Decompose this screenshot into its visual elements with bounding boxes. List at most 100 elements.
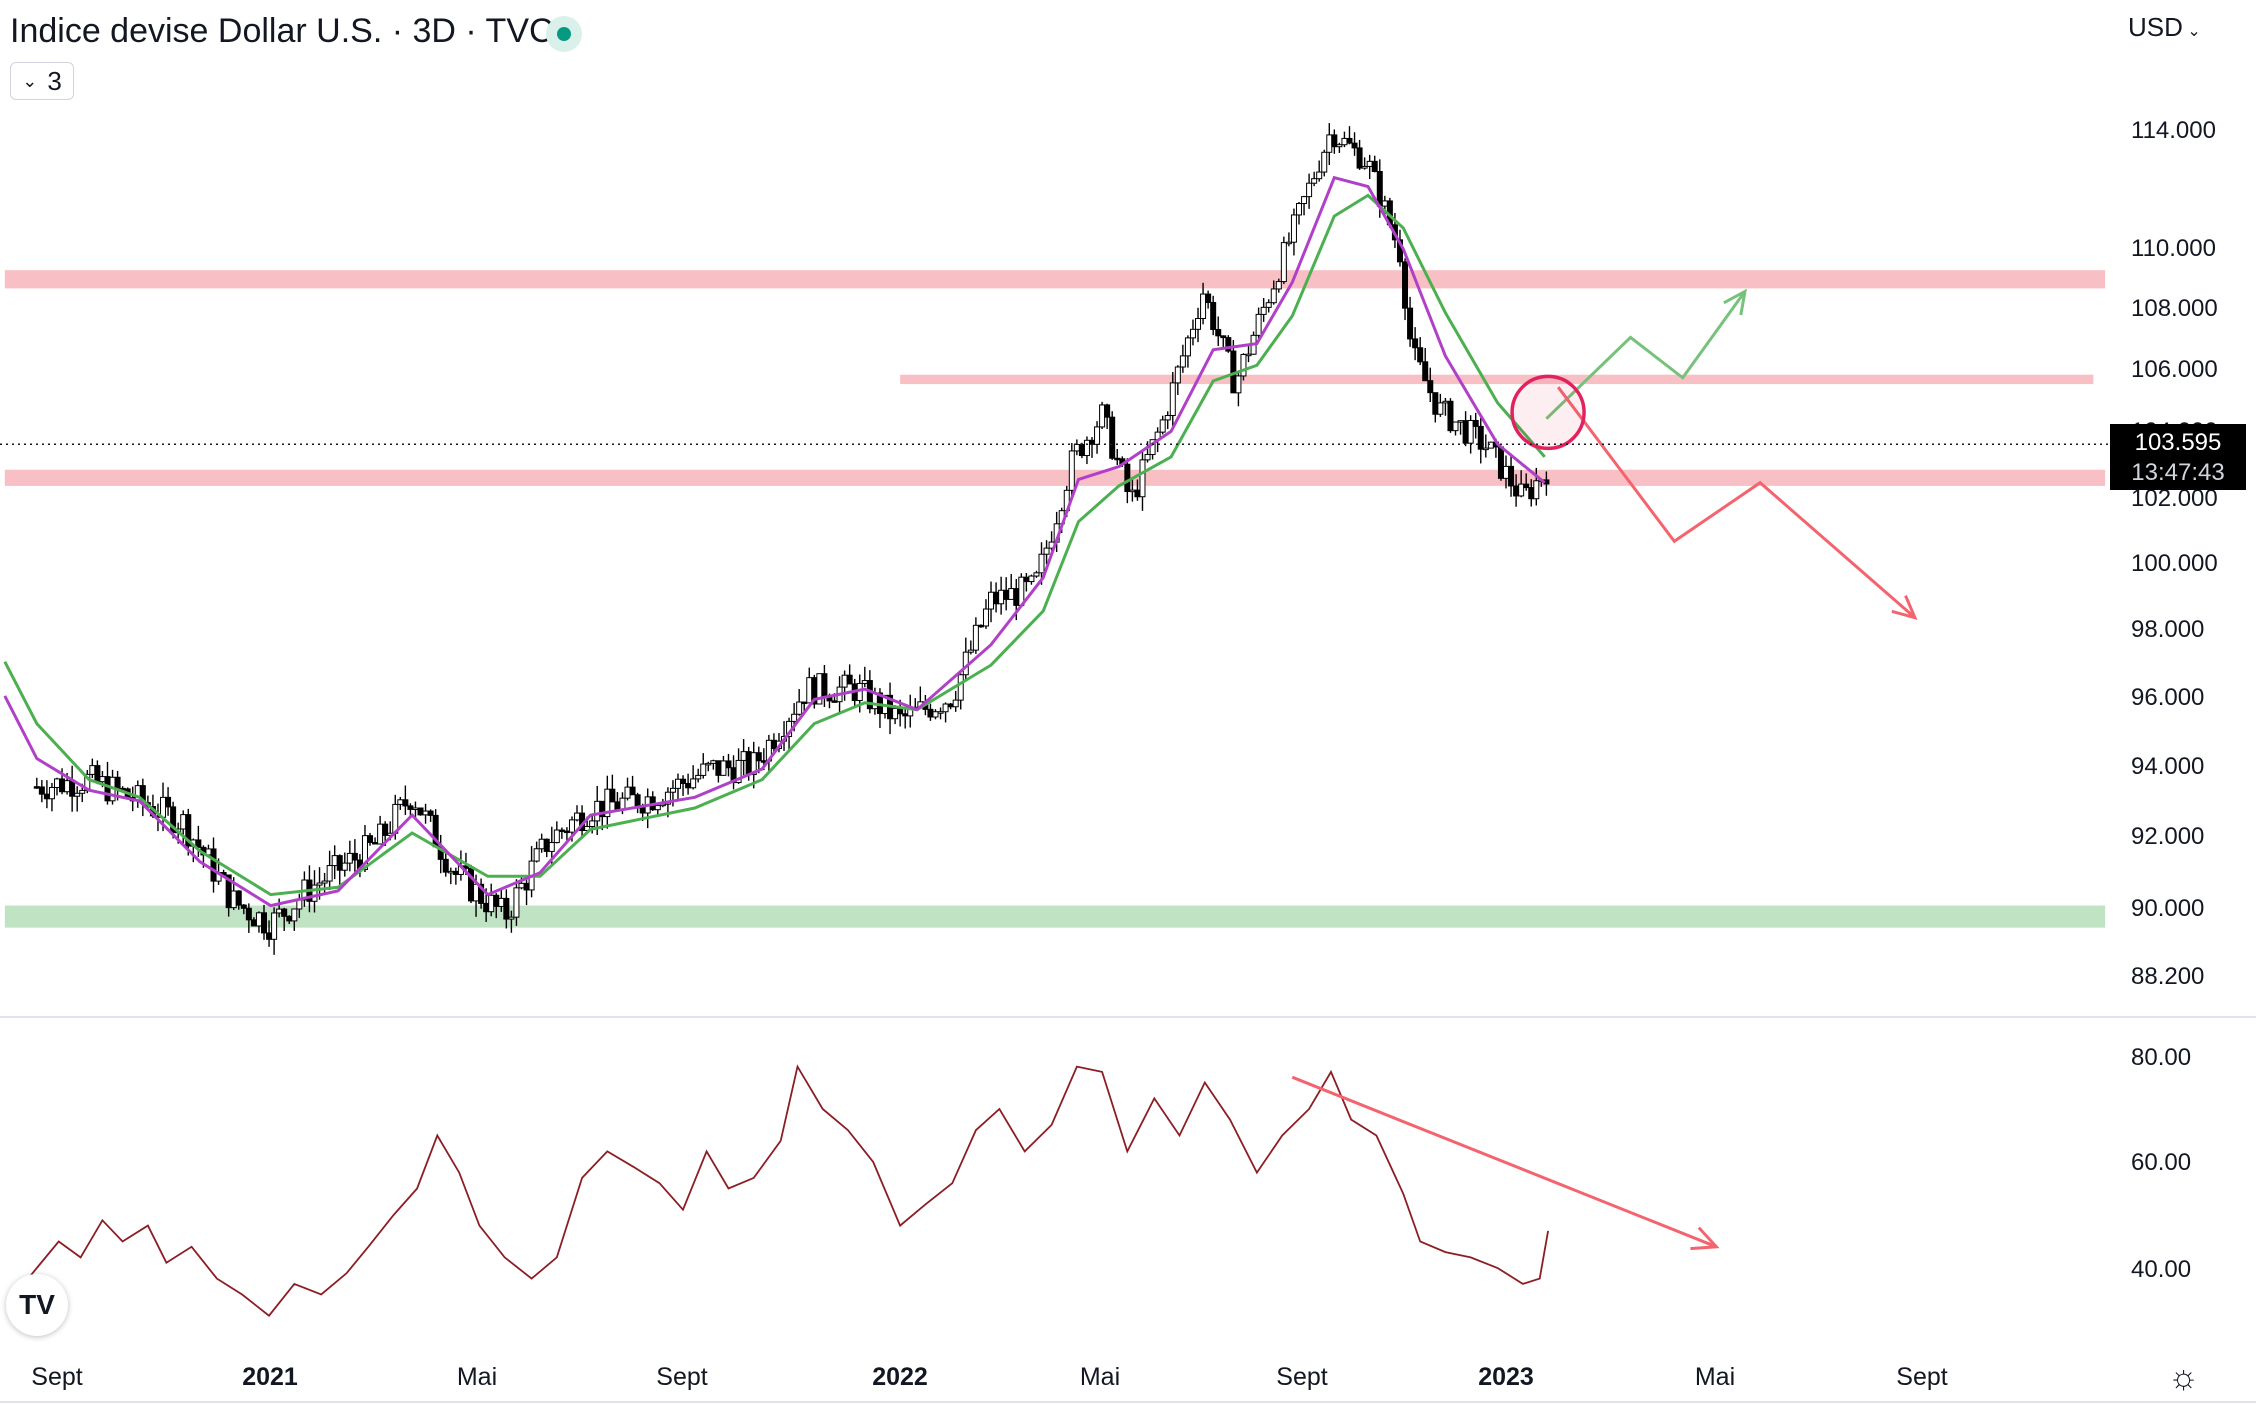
candle-body-down	[1109, 416, 1116, 459]
candle-body-up	[397, 799, 404, 805]
candle	[43, 780, 50, 809]
candle	[235, 890, 242, 910]
candle	[821, 664, 828, 708]
candle-body-up	[791, 713, 798, 722]
candle-body-up	[574, 812, 581, 821]
candle-body-down	[1210, 302, 1217, 330]
candle	[89, 758, 96, 779]
candle	[967, 640, 974, 655]
ema-fast-line	[3, 175, 1546, 908]
candle-body-down	[1523, 483, 1530, 489]
candle-body-down	[1432, 392, 1439, 415]
candle-body-up	[1518, 483, 1525, 497]
candle	[1412, 327, 1419, 361]
candle	[1346, 126, 1353, 145]
candle-body-up	[619, 797, 626, 810]
candle-body-up	[361, 835, 368, 870]
candle-body-up	[1341, 137, 1348, 146]
candle	[1008, 573, 1015, 600]
last-price: 103.595	[2134, 429, 2222, 456]
candle-body-down	[1412, 338, 1419, 349]
candle-body-down	[1417, 347, 1424, 363]
candle-body-up	[675, 778, 681, 789]
candle	[887, 682, 894, 735]
candle	[927, 703, 934, 721]
currency-selector[interactable]: USD ⌄	[2128, 12, 2201, 43]
candle-body-up	[942, 703, 949, 713]
candle	[1200, 282, 1207, 325]
candle-body-up	[932, 711, 939, 718]
tradingview-logo[interactable]: TV	[6, 1274, 68, 1336]
candle	[624, 777, 631, 801]
candle-body-up	[1533, 480, 1540, 500]
candle-body-up	[998, 589, 1005, 605]
candle	[1336, 142, 1343, 153]
candle-body-up	[594, 800, 601, 822]
candle	[796, 689, 803, 716]
candle	[1361, 157, 1368, 170]
candle	[720, 755, 727, 776]
candle-body-up	[518, 882, 525, 889]
candle-body-down	[1225, 337, 1232, 352]
candle-body-down	[452, 870, 459, 875]
chevron-down-icon: ⌄	[22, 70, 38, 91]
candle-body-up	[1083, 439, 1090, 457]
candle-body-up	[54, 778, 60, 788]
candle-body-down	[210, 848, 217, 882]
candle-body-up	[710, 760, 717, 764]
candle	[301, 871, 308, 907]
candle	[1432, 392, 1439, 423]
candle-body-up	[624, 786, 631, 799]
candle	[1296, 201, 1302, 225]
candle	[1366, 154, 1373, 180]
candle-body-up	[589, 820, 596, 828]
indicator-count: 3	[47, 65, 62, 96]
candle-body-up	[1179, 355, 1186, 368]
candle-body-down	[629, 786, 636, 796]
candle-body-down	[1003, 589, 1010, 600]
candle-body-up	[1381, 200, 1388, 207]
candle-body-down	[1477, 425, 1484, 450]
candle	[48, 782, 55, 812]
market-status-icon[interactable]	[546, 16, 582, 52]
candle-body-up	[1240, 354, 1247, 377]
candle-body-down	[43, 793, 50, 800]
candle-body-down	[558, 829, 565, 833]
candle-body-up	[326, 865, 333, 882]
candle-body-down	[1513, 485, 1520, 497]
candle	[1477, 417, 1484, 464]
candle	[1306, 173, 1313, 209]
candle	[609, 774, 616, 803]
candle-body-up	[316, 882, 323, 886]
candle-body-up	[1326, 134, 1333, 153]
candle-body-down	[993, 591, 1000, 605]
candle-body-up	[1068, 450, 1075, 491]
indicator-toggle-button[interactable]: ⌄ 3	[10, 62, 74, 100]
candle-body-up	[735, 759, 742, 784]
candle-body-up	[1169, 382, 1176, 417]
candle	[846, 664, 853, 685]
candle-body-up	[422, 810, 429, 816]
candle-body-down	[195, 839, 202, 848]
candle	[1371, 155, 1378, 173]
candle	[1210, 295, 1217, 336]
candle	[447, 867, 454, 885]
candle-body-down	[1497, 446, 1504, 479]
candle-body-down	[493, 894, 500, 907]
candle	[341, 852, 348, 877]
candle	[533, 841, 540, 863]
moving-averages	[3, 175, 1546, 908]
candle-body-down	[382, 823, 389, 836]
candle	[685, 773, 692, 795]
candle-body-up	[1280, 242, 1287, 283]
candle	[1467, 415, 1474, 454]
candle	[321, 872, 328, 895]
settings-gear-icon[interactable]: ☼	[2168, 1358, 2200, 1396]
candle-body-down	[94, 765, 101, 783]
price-tick-label: 94.000	[2131, 753, 2204, 780]
candle	[452, 867, 459, 885]
candle-body-up	[568, 819, 575, 833]
candle	[1452, 421, 1459, 436]
candle-body-up	[48, 786, 55, 800]
